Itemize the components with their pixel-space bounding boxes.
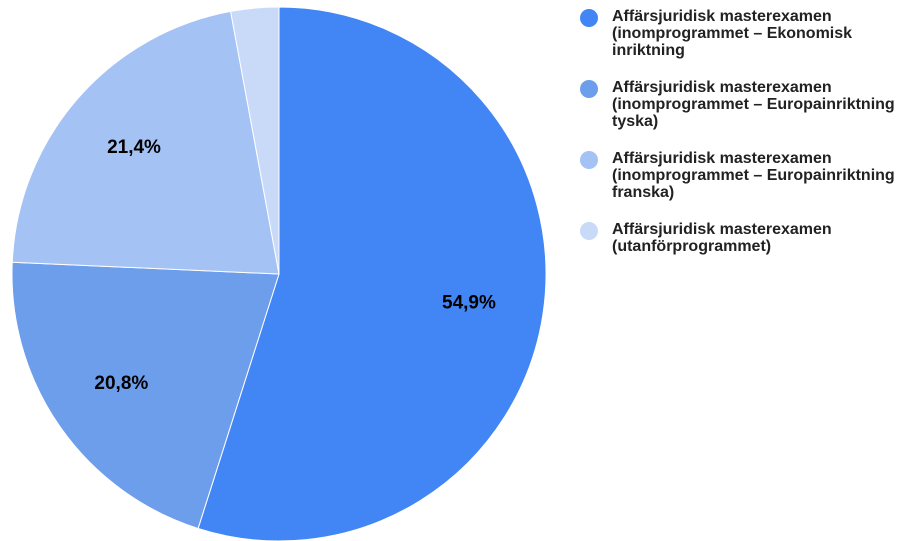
pie-area: 54,9% 20,8% 21,4%	[11, 6, 547, 541]
legend-label: Affärsjuridisk masterexamen (inomprogram…	[612, 8, 853, 59]
legend-label: Affärsjuridisk masterexamen (utanförprog…	[612, 221, 832, 255]
pie-slice	[230, 6, 280, 275]
legend-marker	[580, 9, 598, 27]
legend-item: Affärsjuridisk masterexamen (inomprogram…	[580, 8, 900, 59]
legend-item: Affärsjuridisk masterexamen (inomprogram…	[580, 79, 900, 130]
legend-marker	[580, 80, 598, 98]
legend-marker	[580, 151, 598, 169]
data-label: 54,9%	[442, 292, 496, 313]
pie-slice	[11, 261, 280, 530]
legend-item: Affärsjuridisk masterexamen (inomprogram…	[580, 150, 900, 201]
legend-label: Affärsjuridisk masterexamen (inomprogram…	[612, 150, 895, 201]
pie-slice	[197, 6, 547, 541]
pie-slice	[11, 10, 280, 275]
data-label: 20,8%	[94, 373, 148, 394]
legend-label: Affärsjuridisk masterexamen (inomprogram…	[612, 79, 895, 130]
legend: Affärsjuridisk masterexamen (inomprogram…	[580, 8, 900, 255]
legend-marker	[580, 222, 598, 240]
data-label: 21,4%	[107, 137, 161, 158]
legend-item: Affärsjuridisk masterexamen (utanförprog…	[580, 221, 900, 255]
